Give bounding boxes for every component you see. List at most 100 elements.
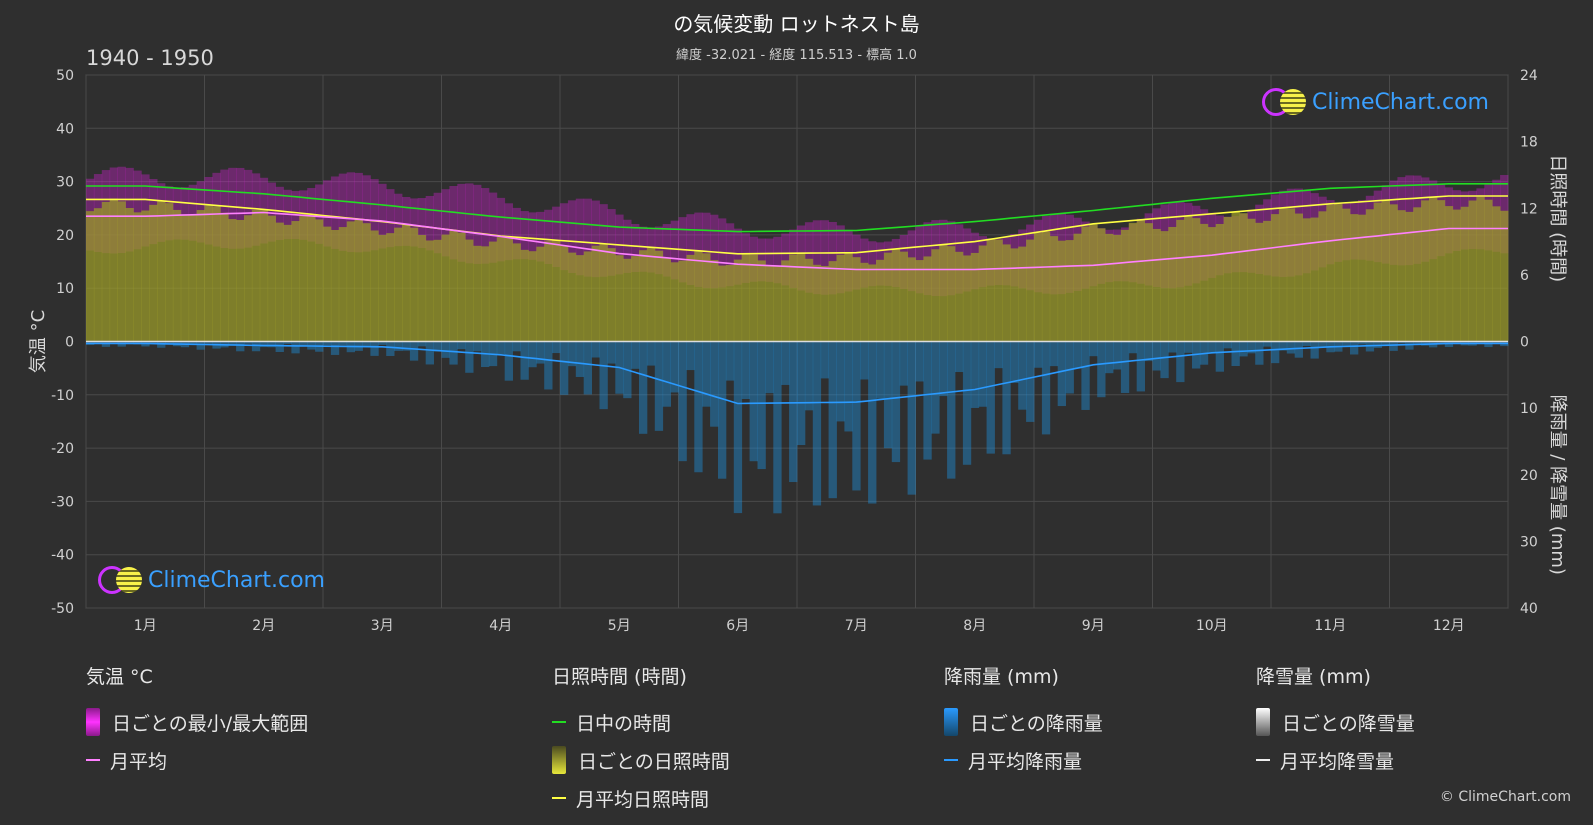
sunshine-bar — [552, 240, 561, 342]
temp-range-bar — [552, 206, 561, 267]
temp-range-bar — [394, 193, 403, 247]
sunshine-bar — [1184, 215, 1193, 342]
legend-sun-avg: 月平均日照時間 — [552, 779, 730, 817]
sunshine-bar — [560, 245, 569, 342]
sunshine-bar — [1302, 218, 1311, 342]
rain-bar — [560, 341, 569, 395]
climechart-logo-bottom[interactable]: ClimeChart.com — [98, 566, 325, 594]
climechart-logo-top[interactable]: ClimeChart.com — [1262, 88, 1489, 116]
sunshine-bar — [228, 219, 237, 342]
temp-range-bar — [654, 226, 664, 275]
legend-temp-avg: 月平均 — [86, 741, 308, 779]
sunshine-bar — [441, 234, 450, 342]
sunshine-bar — [1263, 220, 1272, 342]
left-tick-label: -10 — [51, 388, 74, 404]
rain-bar — [1278, 341, 1288, 351]
rain-bar — [1310, 341, 1319, 359]
rain-bar — [1397, 341, 1406, 344]
sunshine-bar — [473, 245, 482, 342]
sunshine-bar — [1049, 236, 1059, 342]
sunshine-bar — [718, 265, 727, 342]
sunshine-bar — [678, 260, 687, 342]
rain-bar — [1049, 341, 1059, 367]
legend-sun-heading: 日照時間 (時間) — [552, 666, 687, 688]
sunshine-bar — [1073, 233, 1082, 342]
month-tick-label: 11月 — [1314, 618, 1346, 634]
rain-bar — [394, 341, 403, 351]
rain-bar — [1160, 341, 1169, 379]
sunshine-bar — [1405, 211, 1414, 342]
sunshine-bar — [773, 265, 782, 342]
sunshine-bar — [93, 208, 103, 342]
sunshine-bar — [646, 247, 656, 342]
rain-bar — [757, 341, 766, 470]
temp-range-bar — [560, 203, 569, 271]
sunshine-bar — [1223, 216, 1232, 342]
temp-range-bar — [670, 220, 679, 280]
temp-range-bar — [694, 212, 703, 287]
rain-bar — [781, 341, 790, 385]
sunshine-bar — [117, 201, 126, 342]
rain-bar — [631, 341, 640, 369]
sunshine-bar — [323, 226, 332, 342]
sunshine-bar — [939, 244, 948, 342]
sunshine-bar — [1452, 209, 1461, 342]
rain-bar — [1357, 341, 1367, 345]
logo-sun-icon — [1280, 89, 1306, 115]
sunshine-bar — [575, 255, 585, 342]
sunshine-bar — [1168, 226, 1177, 342]
sunshine-bar — [583, 251, 592, 342]
rain-bar — [1002, 341, 1011, 455]
rain-bar — [678, 341, 687, 462]
rain-bar — [417, 341, 427, 347]
rain-bar — [338, 341, 348, 346]
sunshine-bar — [457, 232, 466, 342]
rain-bar — [1302, 341, 1311, 346]
rain-bar — [820, 341, 829, 379]
legend-snow-avg-label: 月平均降雪量 — [1280, 750, 1395, 773]
temp-range-bar — [441, 189, 450, 257]
rain-bar — [1318, 341, 1327, 347]
rain-bar — [931, 341, 940, 434]
rain-bar — [986, 341, 995, 454]
rain-bar — [275, 341, 284, 353]
sunshine-bar — [196, 210, 205, 342]
sunshine-bar — [1255, 222, 1264, 342]
legend-rain-daily-label: 日ごとの降雨量 — [970, 712, 1103, 735]
rain-bar — [1105, 341, 1114, 374]
right-sun-tick-label: 18 — [1520, 135, 1538, 151]
temp-range-bar — [133, 170, 142, 250]
temp-range-bar — [433, 192, 442, 254]
rain-bar — [1041, 341, 1051, 435]
month-tick-label: 4月 — [489, 618, 512, 634]
rain-bar — [1034, 341, 1043, 368]
temp-range-bar — [180, 187, 190, 240]
sunshine-bar — [378, 234, 387, 342]
rain-bar — [196, 341, 205, 350]
rain-bar — [236, 341, 245, 352]
sunshine-bar — [267, 215, 276, 342]
legend-snow-daily: 日ごとの降雪量 — [1256, 703, 1415, 741]
sunshine-swatch — [552, 746, 566, 774]
sunshine-bar — [1468, 200, 1477, 342]
sunshine-bar — [986, 239, 995, 342]
rain-bar — [868, 341, 877, 504]
sunshine-bar — [639, 250, 648, 342]
sunshine-bar — [1089, 224, 1098, 342]
right-precip-tick-label: 20 — [1520, 468, 1538, 484]
sunshine-bar — [820, 265, 829, 342]
rain-bar — [567, 341, 577, 367]
month-tick-label: 2月 — [252, 618, 275, 634]
sunshine-bar — [1041, 231, 1051, 342]
rain-bar — [670, 341, 679, 393]
rain-bar — [812, 341, 822, 506]
sunshine-bar — [1144, 223, 1153, 342]
sunshine-bar — [1199, 223, 1209, 342]
period-label: 1940 - 1950 — [86, 46, 214, 70]
rain-bar — [512, 341, 521, 352]
rain-bar — [876, 341, 885, 399]
rain-avg-swatch — [944, 759, 958, 761]
sunshine-bar — [591, 245, 600, 342]
legend-sunshine: 日照時間 (時間) 日中の時間 日ごとの日照時間 月平均日照時間 — [552, 662, 730, 817]
sunshine-bar — [1057, 240, 1066, 342]
